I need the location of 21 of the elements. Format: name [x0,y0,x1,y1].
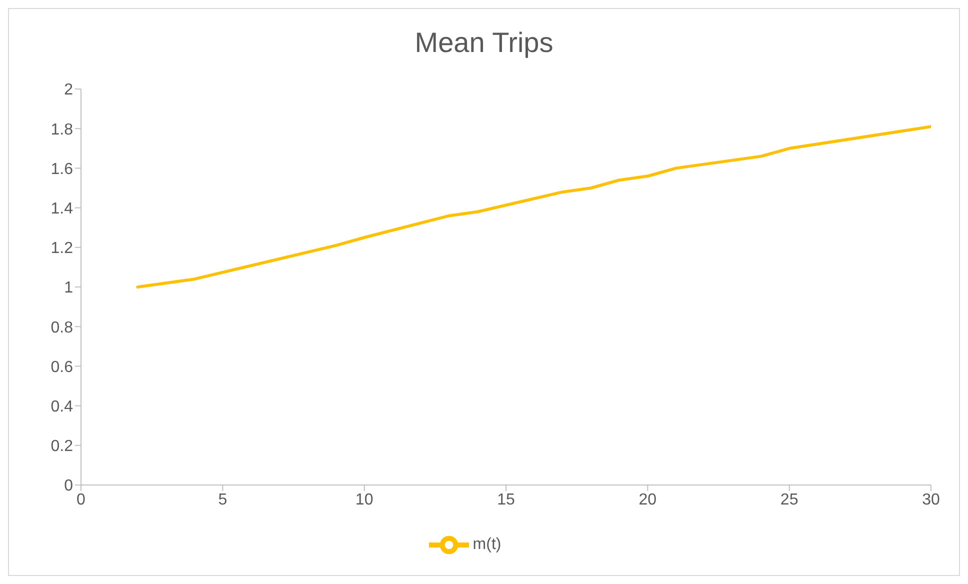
y-tick-label: 2 [64,82,74,99]
y-tick-label: 1.8 [50,121,74,138]
y-tick-label: 0.2 [50,438,74,456]
x-tick-label: 10 [355,491,374,508]
x-tick-label: 25 [780,491,798,508]
chart-title: Mean Trips [414,26,554,60]
y-tick-label: 0.8 [50,319,74,336]
x-tick-label: 0 [76,491,86,508]
y-tick-label: 0.6 [50,358,74,376]
y-tick-label: 1.4 [50,200,74,218]
y-tick-label: 0 [64,478,74,495]
legend-label: m(t) [472,536,502,554]
y-tick-label: 0.4 [50,398,74,416]
x-tick-label: 20 [638,491,657,508]
x-tick-label: 30 [922,491,940,508]
x-tick-label: 15 [497,491,515,508]
y-tick-label: 1.6 [50,160,74,178]
line-series [136,125,931,288]
y-tick-label: 1.2 [50,240,74,258]
y-tick-label: 1 [64,280,74,297]
x-tick-label: 5 [218,491,228,508]
